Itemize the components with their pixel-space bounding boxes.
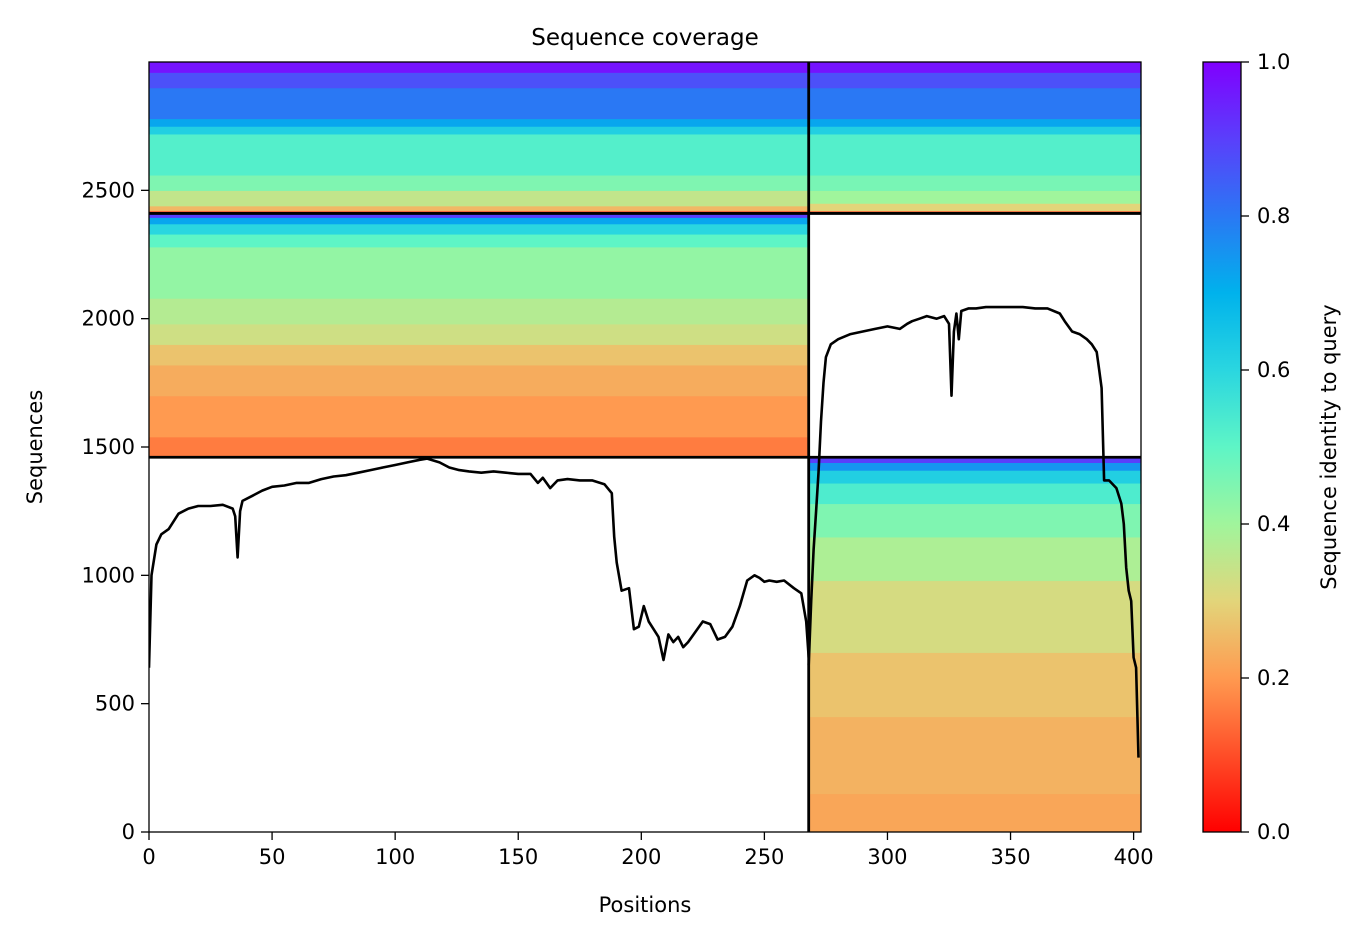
identity-band	[808, 72, 1141, 89]
identity-band	[149, 174, 809, 191]
identity-band	[149, 126, 809, 135]
x-tick-label: 300	[867, 845, 907, 869]
y-axis-label: Sequences	[23, 390, 47, 505]
y-tick-label: 1000	[82, 563, 135, 587]
x-tick-label: 350	[990, 845, 1030, 869]
identity-band	[149, 344, 809, 366]
y-tick-label: 0	[122, 820, 135, 844]
identity-band	[149, 395, 809, 438]
identity-band	[808, 457, 1141, 463]
y-tick-label: 1500	[82, 435, 135, 459]
identity-band	[808, 126, 1141, 135]
identity-band	[149, 246, 809, 299]
identity-band	[149, 323, 809, 345]
identity-band	[808, 174, 1141, 191]
x-axis-label: Positions	[599, 893, 692, 917]
x-tick-label: 400	[1114, 845, 1154, 869]
identity-band	[149, 436, 809, 458]
identity-band	[149, 213, 809, 218]
identity-band	[149, 205, 809, 212]
identity-band	[149, 233, 809, 248]
identity-band	[808, 503, 1141, 538]
block-dividers	[149, 62, 1141, 832]
x-tick-label: 100	[375, 845, 415, 869]
colorbar-tick-label: 0.8	[1257, 204, 1290, 228]
identity-band	[808, 118, 1141, 127]
colorbar-tick-label: 0.2	[1257, 666, 1290, 690]
x-axis: 0 50 100 150 200 250 300 350 400	[142, 832, 1154, 869]
identity-band	[808, 793, 1141, 832]
y-tick-label: 2500	[82, 178, 135, 202]
chart-title: Sequence coverage	[531, 25, 759, 51]
x-tick-label: 250	[744, 845, 784, 869]
coverage-line	[149, 457, 810, 668]
identity-band	[808, 190, 1141, 204]
coverage-lines	[149, 305, 1140, 758]
identity-band	[149, 133, 809, 176]
x-tick-label: 0	[142, 845, 155, 869]
x-tick-label: 150	[498, 845, 538, 869]
identity-band	[149, 223, 809, 235]
y-tick-label: 500	[95, 692, 135, 716]
identity-band	[149, 118, 809, 127]
y-tick-label: 2000	[82, 307, 135, 331]
identity-band	[808, 87, 1141, 120]
colorbar	[1202, 61, 1242, 833]
identity-band	[149, 190, 809, 207]
identity-band	[808, 462, 1141, 471]
identity-band	[149, 217, 809, 225]
identity-band	[808, 203, 1141, 212]
colorbar-tick-label: 0.0	[1257, 820, 1290, 844]
identity-band	[808, 482, 1141, 505]
identity-band	[808, 536, 1141, 582]
identity-band	[149, 72, 809, 89]
identity-band	[149, 62, 809, 73]
identity-band	[808, 652, 1141, 718]
x-tick-label: 200	[621, 845, 661, 869]
identity-band	[808, 62, 1141, 73]
identity-band	[808, 580, 1141, 653]
identity-band	[808, 133, 1141, 176]
y-axis: 0 500 1000 1500 2000 2500	[82, 178, 149, 844]
colorbar-label: Sequence identity to query	[1317, 304, 1341, 589]
identity-band	[808, 716, 1141, 795]
identity-band	[149, 87, 809, 120]
identity-band	[149, 298, 809, 325]
colorbar-ticks: 0.0 0.2 0.4 0.6 0.8 1.0	[1241, 50, 1290, 844]
coverage-line	[807, 305, 1140, 758]
identity-band	[808, 470, 1141, 484]
coverage-blocks	[149, 62, 1141, 832]
colorbar-tick-label: 0.4	[1257, 512, 1290, 536]
identity-band	[149, 364, 809, 397]
colorbar-tick-label: 1.0	[1257, 50, 1290, 74]
colorbar-tick-label: 0.6	[1257, 358, 1290, 382]
x-tick-label: 50	[259, 845, 286, 869]
